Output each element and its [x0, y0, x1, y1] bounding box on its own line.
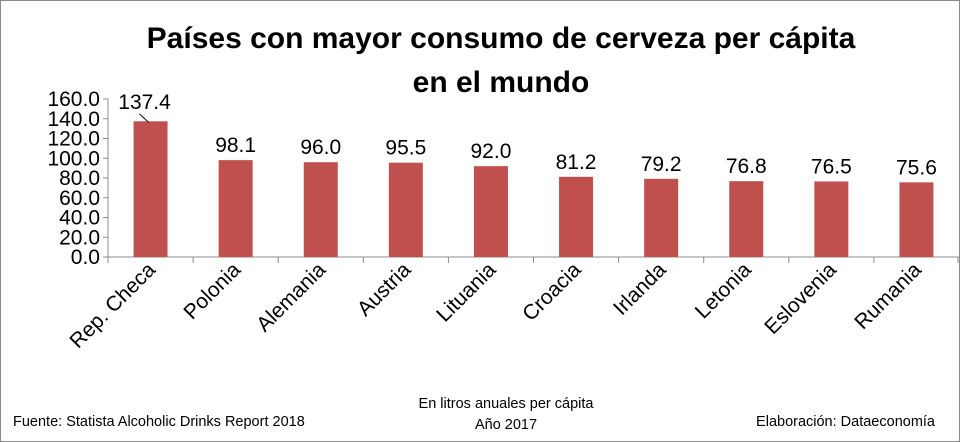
y-tick-label: 80.0 [59, 167, 100, 190]
bar [388, 162, 423, 257]
data-label: 76.5 [811, 155, 852, 178]
data-label: 75.6 [896, 156, 937, 179]
x-tick-label: Lituania [432, 258, 501, 327]
data-label: 92.0 [471, 140, 512, 163]
x-tick-label: Irlanda [609, 258, 671, 320]
y-tick-label: 120.0 [47, 128, 100, 151]
data-label: 95.5 [385, 137, 426, 160]
subtitle-units: En litros anuales per cápita [418, 396, 594, 412]
data-label: 79.2 [641, 153, 682, 176]
bar [473, 166, 508, 257]
bar [303, 162, 338, 257]
data-label: 137.4 [118, 91, 171, 114]
x-tick-label: Rumania [850, 258, 926, 334]
x-tick-label: Rep. Checa [65, 258, 160, 353]
y-tick-label: 0.0 [71, 246, 100, 269]
x-tick-label: Letonia [691, 258, 756, 323]
y-tick-label: 140.0 [47, 108, 100, 131]
x-tick-label: Eslovenia [760, 258, 841, 339]
chart-title-line-1: Países con mayor consumo de cerveza per … [146, 22, 856, 55]
y-tick-label: 20.0 [59, 226, 100, 249]
bar [133, 121, 168, 257]
source-note: Fuente: Statista Alcoholic Drinks Report… [13, 414, 305, 430]
chart-title: Países con mayor consumo de cerveza per … [1, 17, 960, 105]
chart-title-line-2: en el mundo [412, 66, 590, 99]
x-tick-label: Croacia [518, 258, 586, 326]
data-label: 96.0 [300, 136, 341, 159]
y-tick-label: 100.0 [47, 147, 100, 170]
y-tick-label: 40.0 [59, 207, 100, 230]
y-tick-label: 60.0 [59, 187, 100, 210]
data-label: 76.8 [726, 155, 767, 178]
bar [218, 160, 253, 257]
data-label: 98.1 [215, 134, 256, 157]
x-tick-label: Austria [353, 258, 416, 321]
data-label-leader [139, 113, 149, 123]
y-tick-label: 160.0 [47, 88, 100, 111]
credit-note: Elaboración: Dataeconomía [756, 414, 935, 430]
x-tick-label: Alemania [252, 258, 330, 336]
x-tick-label: Polonia [179, 258, 245, 324]
bar [899, 182, 934, 257]
bar [729, 181, 764, 257]
data-label: 81.2 [556, 151, 597, 174]
bar [644, 178, 679, 257]
bar [559, 176, 594, 257]
chart-subtitle: En litros anuales per cápita Año 2017 [381, 394, 631, 436]
bar [814, 181, 849, 257]
subtitle-year: Año 2017 [474, 417, 538, 433]
